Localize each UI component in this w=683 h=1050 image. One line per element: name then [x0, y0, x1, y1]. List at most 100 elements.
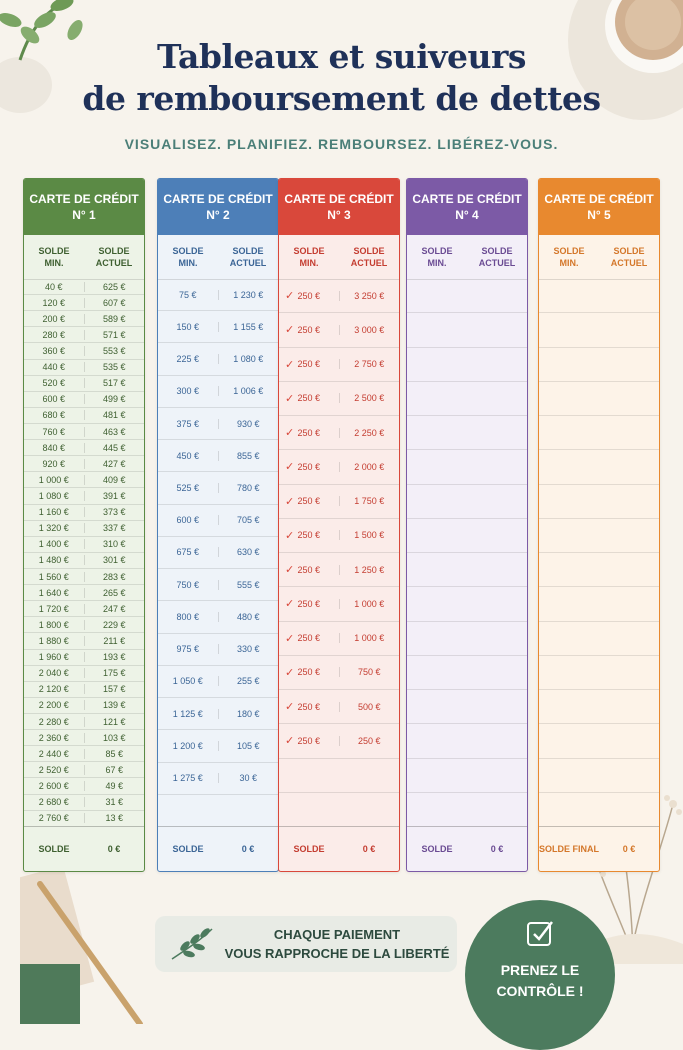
badge-line-2: CONTRÔLE !: [496, 983, 584, 999]
min-payment-cell: 250 €: [279, 564, 340, 575]
table-row: ✓ 250 €250 €: [279, 724, 399, 759]
checkmark-icon: ✓: [285, 529, 295, 542]
current-balance-cell: 481 €: [102, 410, 126, 421]
pen-decoration: [20, 865, 143, 1024]
min-payment-cell: 250 €: [279, 496, 340, 507]
min-payment-cell: 675 €: [158, 547, 219, 558]
current-balance-cell: 211 €: [103, 635, 126, 646]
table-row: [539, 622, 659, 656]
table-row: 1 480 € 301 €: [24, 553, 144, 569]
column-header-line-2: MIN.: [299, 258, 319, 268]
card-title-line-2: N° 2: [206, 208, 230, 222]
card-3: CARTE DE CRÉDIT N° 3 SOLDE MIN. SOLDE ACTUEL ✓…: [278, 178, 400, 872]
card-title: CARTE DE CRÉDIT N° 3: [279, 179, 399, 235]
current-balance-cell: 480 €: [236, 611, 260, 622]
current-balance-cell: 250 €: [357, 735, 381, 746]
checkmark-icon: ✓: [285, 392, 295, 405]
table-row: 360 € 553 €: [24, 343, 144, 360]
table-row: 760 € 463 €: [24, 424, 144, 441]
card-footer: SOLDE 0 €: [407, 826, 527, 871]
current-balance-cell: 247 €: [102, 603, 126, 614]
column-header-text: SOLDE MIN.: [38, 245, 69, 269]
column-header-text: SOLDE MIN.: [421, 245, 452, 269]
table-row: ✓ 250 € 3 250 €: [279, 279, 399, 314]
current-balance-cell: 445 €: [102, 442, 126, 453]
table-row: 225 € 1 080 €: [158, 343, 278, 376]
table-row: [539, 793, 659, 827]
current-balance-cell: 175 €: [102, 668, 126, 679]
min-payment-cell: 250 €: [279, 359, 340, 370]
current-balance-cell: 1 750 €: [354, 496, 385, 507]
current-balance-cell: 1 006 €: [233, 386, 264, 397]
card-footer: SOLDE FINAL 0 €: [539, 826, 659, 871]
card-title: CARTE DE CRÉDIT N° 2: [158, 179, 278, 235]
page-title: Tableaux et suiveurs de remboursement de…: [0, 36, 683, 120]
table-row: ✓ 250 € 2 000 €: [279, 450, 399, 485]
table-row: 2 600 € 49 €: [24, 778, 144, 795]
table-row: 520 € 517 €: [24, 376, 144, 392]
current-balance-cell: 427 €: [102, 458, 126, 469]
footer-label: SOLDE FINAL: [539, 844, 599, 854]
table-row: [407, 690, 527, 725]
min-payment-cell: 1 480 €: [24, 555, 85, 566]
table-row: 280 € 571 €: [24, 327, 144, 344]
footer-value: 0 €: [241, 844, 255, 854]
table-row: 750 € 555 €: [158, 569, 278, 602]
min-payment-cell: 40 €: [24, 281, 85, 292]
min-payment-cell: 1 720 €: [24, 603, 85, 614]
payment-rows: 40 € 625 € 120 € 607 € 200 € 589 € 280 € 571 € 3…: [24, 279, 144, 827]
current-balance-cell: 330 €: [236, 644, 260, 655]
column-headers: SOLDE MIN. SOLDE ACTUEL: [279, 235, 399, 280]
min-payment-cell: 2 520 €: [24, 764, 85, 775]
checkmark-icon: ✓: [285, 701, 295, 714]
table-row: [407, 416, 527, 451]
min-payment-cell: 1 960 €: [24, 652, 85, 663]
current-balance-cell: 49 €: [105, 780, 124, 791]
min-payment-cell: 2 120 €: [24, 684, 85, 695]
payment-rows: [539, 279, 659, 827]
current-balance-cell: 555 €: [236, 579, 260, 590]
column-header-line-2: MIN.: [427, 258, 447, 268]
column-header-line-2: ACTUEL: [478, 258, 516, 268]
min-payment-cell: 1 080 €: [24, 490, 85, 501]
min-payment-cell: 1 160 €: [24, 507, 85, 518]
current-balance-cell: 105 €: [236, 740, 260, 751]
column-current-header: SOLDE ACTUEL: [599, 235, 659, 279]
column-header-line-1: SOLDE: [613, 246, 645, 256]
min-payment-cell: 920 €: [24, 458, 85, 469]
plant-decoration: [0, 0, 83, 113]
min-payment-cell: 1 320 €: [24, 523, 85, 534]
column-header-text: SOLDE ACTUEL: [351, 245, 388, 269]
current-balance-cell: 750 €: [357, 667, 381, 678]
current-balance-cell: 500 €: [357, 701, 381, 712]
current-balance-cell: 337 €: [102, 523, 126, 534]
min-payment-cell: 250 €: [279, 324, 340, 335]
min-payment-cell: 520 €: [24, 378, 85, 389]
min-payment-cell: 250 €: [279, 701, 340, 712]
table-row: [158, 795, 278, 827]
checkbox-icon: [527, 921, 553, 946]
table-row: ✓ 250 € 1 000 €: [279, 587, 399, 622]
card-title-line-1: CARTE DE CRÉDIT: [544, 192, 654, 206]
current-balance-cell: 1 250 €: [354, 564, 385, 575]
current-balance-cell: 2 750 €: [354, 359, 385, 370]
table-row: 200 € 589 €: [24, 311, 144, 328]
payment-rows: [407, 279, 527, 827]
min-payment-cell: 150 €: [158, 321, 219, 332]
table-row: 1 275 € 30 €: [158, 763, 278, 795]
table-row: 300 € 1 006 €: [158, 376, 278, 408]
current-balance-cell: 780 €: [236, 483, 260, 494]
footer-label: SOLDE: [421, 844, 453, 854]
min-payment-cell: 250 €: [279, 598, 340, 609]
table-row: [539, 587, 659, 622]
table-row: 1 400 € 310 €: [24, 537, 144, 553]
table-row: [407, 382, 527, 416]
table-row: [407, 622, 527, 656]
table-row: 1 200 € 105 €: [158, 730, 278, 763]
table-row: 2 120 € 157 €: [24, 682, 144, 698]
table-row: [539, 416, 659, 451]
table-row: 2 680 € 31 €: [24, 795, 144, 811]
min-payment-cell: 525 €: [158, 483, 219, 494]
table-row: [407, 450, 527, 485]
table-row: ✓ 250 € 1 250 €: [279, 553, 399, 588]
